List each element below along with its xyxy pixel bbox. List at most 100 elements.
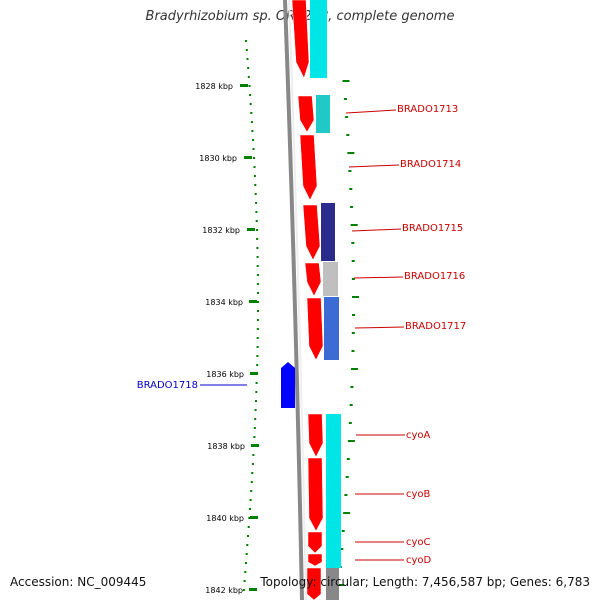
scale-dot <box>255 382 258 384</box>
scale-dot <box>245 553 248 555</box>
accession-text: Accession: NC_009445 <box>10 575 147 589</box>
scale-label: 1832 kbp <box>202 226 240 235</box>
scale-dot <box>256 364 259 366</box>
cog-feature <box>321 203 335 261</box>
scale-dot <box>250 490 253 492</box>
gene-label[interactable]: cyoC <box>406 537 431 548</box>
cds-feature <box>299 134 318 201</box>
scale-dot <box>253 166 256 168</box>
right-tick <box>342 80 350 82</box>
gene-label[interactable]: cyoB <box>406 489 431 500</box>
cds-feature <box>306 567 322 600</box>
right-tick <box>343 98 347 100</box>
scale-dot <box>252 139 254 141</box>
cds-feature <box>304 262 322 297</box>
right-tick <box>352 296 359 298</box>
gene-label[interactable]: BRADO1715 <box>402 223 463 234</box>
cds-feature <box>302 204 321 261</box>
right-tick <box>346 134 350 136</box>
scale-dot <box>257 301 259 303</box>
leader-line <box>354 326 405 329</box>
gene-label[interactable]: BRADO1718 <box>137 380 198 391</box>
right-tick <box>347 152 355 154</box>
scale-dot <box>252 454 255 456</box>
scale-label: 1830 kbp <box>199 154 237 163</box>
scale-dot <box>255 202 258 204</box>
leader-line <box>345 109 397 114</box>
scale-dot <box>247 67 250 69</box>
cog-feature <box>310 0 327 78</box>
scale-dot <box>253 427 256 429</box>
scale-dot <box>255 220 258 222</box>
gene-label[interactable]: cyoD <box>406 555 432 566</box>
scale-tick <box>251 444 259 447</box>
cds-feature-reverse <box>281 362 295 408</box>
scale-dot <box>245 562 247 564</box>
scale-dot <box>253 157 255 159</box>
scale-dot <box>251 472 254 474</box>
right-tick <box>351 242 355 244</box>
leader-line <box>351 228 402 232</box>
scale-tick <box>250 372 258 375</box>
genome-backbone <box>283 0 304 600</box>
cog-feature <box>316 95 330 133</box>
right-tick <box>350 386 354 388</box>
scale-tick <box>249 300 257 303</box>
right-tick <box>351 368 358 370</box>
scale-dots <box>242 40 259 591</box>
scale-dot <box>252 148 255 150</box>
right-tick <box>345 476 349 478</box>
right-tick <box>343 512 351 514</box>
scale-dot <box>256 328 259 330</box>
cog-feature <box>324 297 339 360</box>
scale-dot <box>245 49 248 51</box>
right-tick <box>351 278 355 280</box>
cog-feature <box>326 414 341 568</box>
cog-track <box>310 0 341 600</box>
scale-dot <box>250 121 253 123</box>
right-tick <box>350 224 358 226</box>
scale-dot <box>257 310 259 312</box>
gene-label[interactable]: BRADO1716 <box>404 271 465 282</box>
scale-dot <box>246 58 249 60</box>
cds-feature <box>307 553 323 567</box>
scale-dot <box>256 247 259 249</box>
right-tick <box>346 458 350 460</box>
scale-dot <box>254 409 257 411</box>
gene-label[interactable]: BRADO1714 <box>400 159 461 170</box>
scale-dot <box>255 211 258 213</box>
scale-dot <box>255 391 258 393</box>
right-tick <box>351 260 355 262</box>
forward-cds-track <box>291 0 324 600</box>
right-tick <box>352 314 355 316</box>
right-tick <box>351 350 355 352</box>
scale-dot <box>243 580 246 582</box>
scale-tick <box>244 156 252 159</box>
scale-dot <box>256 265 259 267</box>
scale-dot <box>256 283 259 285</box>
gene-label[interactable]: BRADO1717 <box>405 321 466 332</box>
scale-dot <box>247 526 250 528</box>
scale-tick <box>250 516 258 519</box>
cog-feature <box>326 568 339 600</box>
scale-dot <box>256 346 259 348</box>
scale-dot <box>242 589 245 591</box>
scale-label: 1842 kbp <box>205 586 243 595</box>
scale-dot <box>256 355 259 357</box>
scale-dot <box>251 463 254 465</box>
scale-label: 1828 kbp <box>195 82 233 91</box>
gene-label[interactable]: cyoA <box>406 430 431 441</box>
leader-line <box>348 164 400 168</box>
right-tick <box>348 170 352 172</box>
right-tick <box>347 440 355 442</box>
gene-label[interactable]: BRADO1713 <box>397 104 458 115</box>
scale-dot <box>253 436 256 438</box>
scale-dot <box>249 94 252 96</box>
right-tick <box>350 206 354 208</box>
leader-lines <box>200 109 405 561</box>
right-tick <box>344 494 348 496</box>
scale-dot <box>254 418 257 420</box>
scale-dot <box>248 517 251 519</box>
scale-dot <box>250 481 253 483</box>
